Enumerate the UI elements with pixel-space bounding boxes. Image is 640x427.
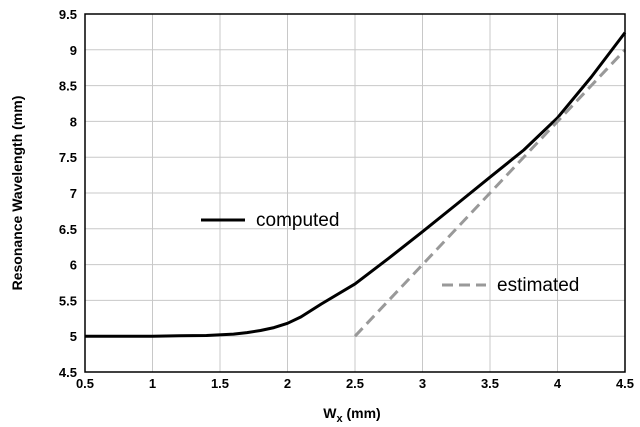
y-tick-label: 8 bbox=[70, 114, 77, 129]
x-axis-title-unit: (mm) bbox=[343, 405, 381, 421]
y-tick-label: 7 bbox=[70, 186, 77, 201]
y-tick-label: 4.5 bbox=[59, 365, 77, 380]
x-axis-title-subscript: x bbox=[336, 413, 343, 425]
x-axis-title-main: W bbox=[323, 405, 337, 421]
x-tick-label: 2.5 bbox=[346, 376, 364, 391]
plot-series bbox=[85, 31, 627, 338]
legend-computed: computed bbox=[201, 210, 339, 231]
x-tick-label: 3 bbox=[419, 376, 426, 391]
y-tick-label: 9 bbox=[70, 43, 77, 58]
x-tick-label: 3.5 bbox=[481, 376, 499, 391]
tick-labels: 0.5 1 1.5 2 2.5 3 3.5 4 4.5 4.5 5 5.5 6 6.5 7 7.5 8 8.5 9 9… bbox=[59, 7, 634, 391]
y-tick-label: 7.5 bbox=[59, 150, 77, 165]
y-tick-label: 8.5 bbox=[59, 79, 77, 94]
y-tick-label: 5 bbox=[70, 329, 77, 344]
y-axis-title: Resonance Wavelength (mm) bbox=[9, 96, 25, 291]
legend-computed-label: computed bbox=[256, 210, 339, 231]
series-line-estimated bbox=[353, 48, 627, 338]
grid bbox=[84, 13, 626, 373]
x-axis-title: Wx (mm) bbox=[323, 405, 380, 425]
x-tick-label: 4 bbox=[554, 376, 562, 391]
x-tick-label: 2 bbox=[284, 376, 291, 391]
x-tick-label: 0.5 bbox=[76, 376, 94, 391]
x-tick-label: 1 bbox=[149, 376, 156, 391]
x-tick-label: 4.5 bbox=[616, 376, 634, 391]
plot-frame bbox=[84, 13, 626, 373]
legend-estimated-label: estimated bbox=[497, 275, 579, 296]
series-line-computed bbox=[85, 31, 627, 338]
x-tick-label: 1.5 bbox=[211, 376, 229, 391]
legend-estimated: estimated bbox=[442, 275, 579, 296]
y-tick-label: 6.5 bbox=[59, 222, 77, 237]
y-tick-label: 5.5 bbox=[59, 293, 77, 308]
y-tick-label: 6 bbox=[70, 258, 77, 273]
y-tick-label: 9.5 bbox=[59, 7, 77, 22]
